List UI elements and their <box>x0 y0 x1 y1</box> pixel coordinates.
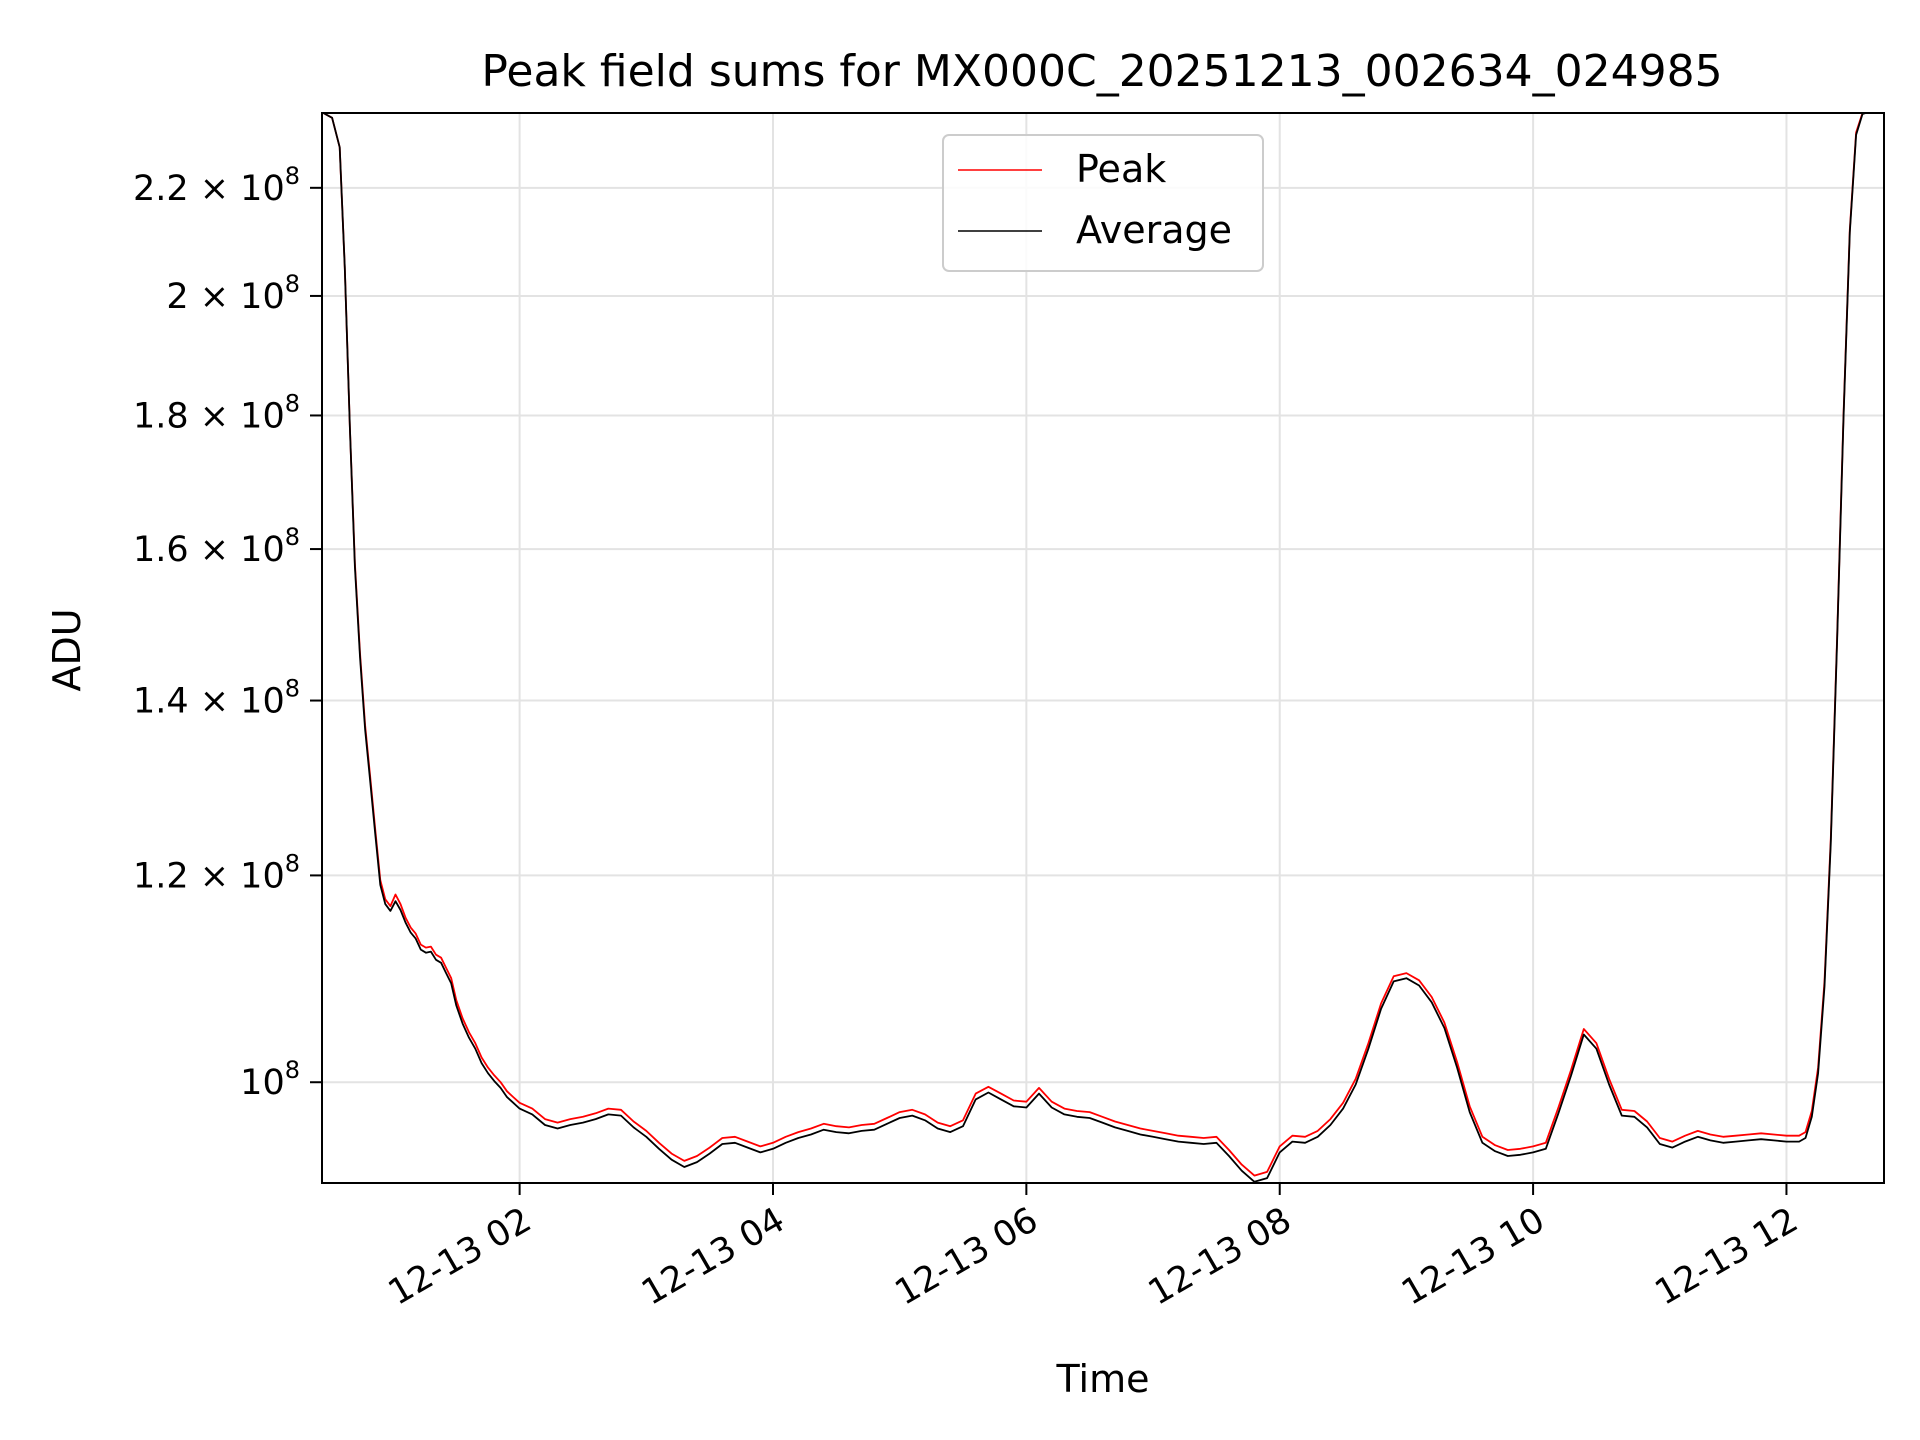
y-tick-label: 2.2 × 108 <box>133 162 300 209</box>
x-axis-label: Time <box>1056 1357 1150 1401</box>
gridlines <box>322 113 1884 1183</box>
series-lines <box>322 113 1869 1183</box>
y-axis: 2.2 × 108 2 × 108 1.8 × 108 1.6 × 108 1.4 × … <box>133 162 322 1103</box>
y-tick-label: 2 × 108 <box>166 270 300 317</box>
legend-box <box>942 134 1264 272</box>
series-line-average <box>322 113 1869 1183</box>
y-tick-label: 1.2 × 108 <box>133 849 300 896</box>
series-line-peak <box>322 113 1866 1177</box>
y-axis-label: ADU <box>45 608 89 691</box>
y-tick-label: 1.4 × 108 <box>133 675 300 722</box>
y-tick-label: 1.8 × 108 <box>133 389 300 436</box>
legend-label-peak: Peak <box>1076 147 1166 191</box>
chart-title: Peak field sums for MX000C_20251213_0026… <box>481 46 1722 97</box>
plot-frame <box>321 112 1885 1184</box>
y-tick-label: 108 <box>240 1056 300 1103</box>
legend: Peak Average <box>942 134 1264 272</box>
y-tick-label: 1.6 × 108 <box>133 523 300 570</box>
legend-label-average: Average <box>1076 208 1232 252</box>
